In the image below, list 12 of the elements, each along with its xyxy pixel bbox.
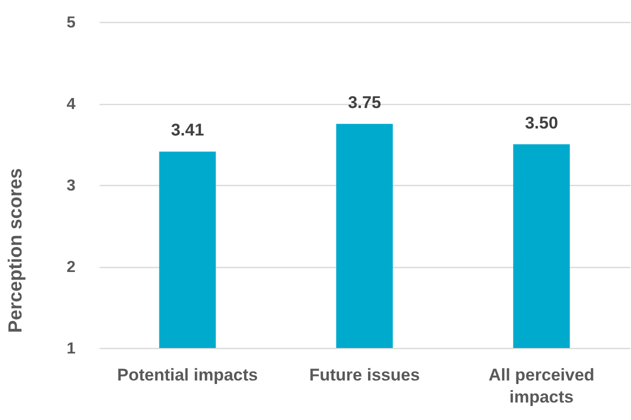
x-tick-label: All perceived impacts xyxy=(488,366,594,406)
data-label: 3.75 xyxy=(348,92,382,112)
data-label: 3.50 xyxy=(524,113,558,132)
data-label: 3.41 xyxy=(170,120,204,140)
x-tick-label: Potential impacts xyxy=(117,366,258,384)
y-tick-label: 3 xyxy=(66,178,76,194)
y-tick-label: 1 xyxy=(66,340,76,358)
y-tick-label: 5 xyxy=(66,14,76,32)
y-tick-label: 4 xyxy=(66,96,76,113)
y-tick-label: 2 xyxy=(66,259,76,276)
x-tick-label: Future issues xyxy=(309,366,420,384)
y-axis-title: Perception scores xyxy=(6,168,26,333)
